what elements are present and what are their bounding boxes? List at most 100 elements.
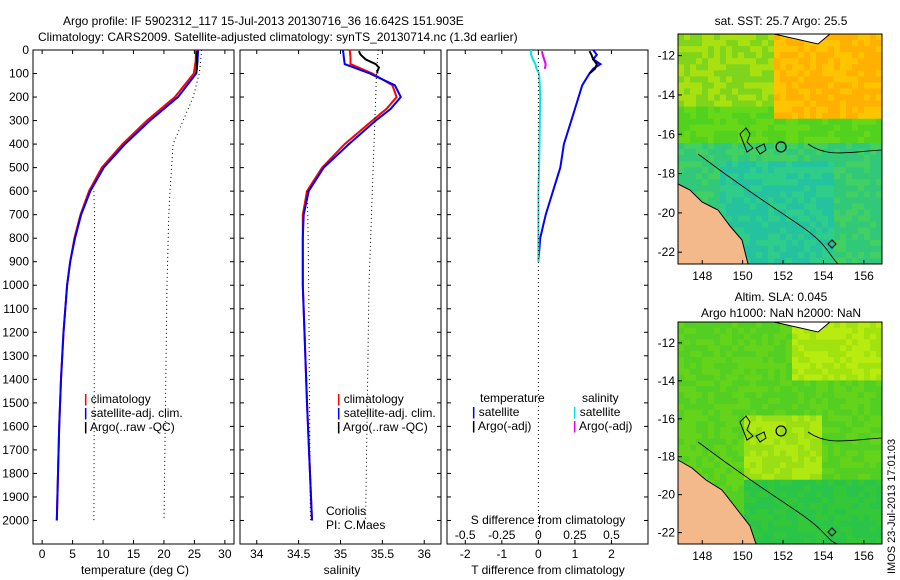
map-cell xyxy=(684,415,691,422)
map-cell xyxy=(738,485,745,492)
map-cell xyxy=(864,392,871,399)
map-cell xyxy=(684,179,691,186)
map-cell xyxy=(852,106,859,114)
map-cell xyxy=(720,386,727,393)
map-cell xyxy=(804,479,811,486)
map-cell xyxy=(738,392,745,399)
map-cell xyxy=(828,245,835,253)
map-cell xyxy=(864,197,871,204)
map-cell xyxy=(858,491,865,498)
map-cell xyxy=(852,485,859,492)
map-cell xyxy=(876,227,883,235)
map-cell xyxy=(780,397,787,405)
map-cell xyxy=(786,450,793,457)
x-tick-label: 1 xyxy=(572,547,579,561)
map-cell xyxy=(804,456,811,463)
map-cell xyxy=(846,403,853,411)
map-cell xyxy=(690,100,697,108)
map-cell xyxy=(768,532,775,539)
map-cell xyxy=(834,526,841,533)
map-cell xyxy=(732,124,739,132)
map-cell xyxy=(864,100,871,108)
map-cell xyxy=(870,58,877,65)
map-cell xyxy=(756,462,763,469)
map-cell xyxy=(768,473,775,481)
map-cell xyxy=(858,351,865,358)
map-cell xyxy=(720,322,727,329)
map-cell xyxy=(792,40,799,47)
map-cell xyxy=(744,368,751,375)
map-cell xyxy=(834,368,841,375)
map-cell xyxy=(744,130,751,138)
map-cell xyxy=(834,415,841,422)
map-cell xyxy=(726,106,733,114)
map-cell xyxy=(804,40,811,47)
map-cell xyxy=(726,473,733,481)
map-frame xyxy=(677,33,883,265)
map-cell xyxy=(690,386,697,393)
map-cell xyxy=(780,197,787,204)
map-cell xyxy=(786,118,793,126)
map-cell xyxy=(852,450,859,457)
map-cell xyxy=(858,82,865,89)
map-cell xyxy=(816,112,823,120)
map-cell xyxy=(774,333,781,340)
map-cell xyxy=(786,392,793,399)
map-cell xyxy=(798,221,805,229)
map-cell xyxy=(726,444,733,451)
series-satellite-adj-clim- xyxy=(301,49,402,521)
map-cell xyxy=(696,380,703,387)
map-cell xyxy=(834,333,841,340)
map-cell xyxy=(696,444,703,451)
map-cell xyxy=(780,345,787,352)
map-cell xyxy=(852,136,859,144)
map-cell xyxy=(768,362,775,370)
map-cell xyxy=(864,130,871,138)
map-cell xyxy=(816,142,823,150)
map-cell xyxy=(798,450,805,457)
map-cell xyxy=(762,538,769,545)
map-cell xyxy=(714,130,721,138)
map-cell xyxy=(780,161,787,168)
map-cell xyxy=(744,167,751,174)
map-cell xyxy=(828,64,835,71)
map-cell xyxy=(678,179,685,186)
map-cell xyxy=(840,339,847,346)
map-cell xyxy=(684,374,691,381)
map-cell xyxy=(714,118,721,126)
map-cell xyxy=(804,167,811,174)
map-cell xyxy=(798,167,805,174)
map-cell xyxy=(846,357,853,364)
map-cell xyxy=(816,444,823,451)
map-cell xyxy=(756,327,763,335)
map-cell xyxy=(810,64,817,71)
map-cell xyxy=(846,76,853,83)
map-cell xyxy=(846,485,853,492)
map-cell xyxy=(714,433,721,440)
map-cell xyxy=(852,155,859,162)
x-tick-label: 15 xyxy=(127,547,141,561)
map-cell xyxy=(762,503,769,510)
map-cell xyxy=(726,52,733,59)
map-cell xyxy=(870,339,877,346)
x-tick-label: 25 xyxy=(188,547,202,561)
map-cell xyxy=(852,409,859,416)
map-cell xyxy=(876,161,883,168)
map-cell xyxy=(750,227,757,235)
map-cell xyxy=(696,142,703,150)
map-cell xyxy=(756,167,763,174)
map-cell xyxy=(738,221,745,229)
map-cell xyxy=(858,58,865,65)
map-cell xyxy=(762,58,769,65)
map-cell xyxy=(714,473,721,481)
map-cell xyxy=(762,322,769,329)
map-cell xyxy=(786,427,793,434)
map-cell xyxy=(732,70,739,77)
map-cell xyxy=(804,409,811,416)
map-cell xyxy=(756,130,763,138)
map-cell xyxy=(738,380,745,387)
argo-location-marker xyxy=(775,141,787,153)
x-tick-label: 20 xyxy=(157,547,171,561)
map-cell xyxy=(762,179,769,186)
map-cell xyxy=(702,82,709,89)
